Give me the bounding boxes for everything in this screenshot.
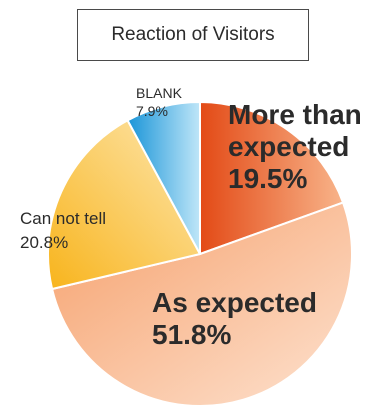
label-more-line1: More than xyxy=(228,99,362,130)
slice-blank xyxy=(126,100,201,255)
label-as-line1: As expected xyxy=(152,287,317,318)
label-blank-value: 7.9% xyxy=(136,103,168,119)
slice-as-expected xyxy=(50,201,353,408)
label-blank-line1: BLANK xyxy=(136,85,183,101)
label-as-value: 51.8% xyxy=(152,319,231,350)
chart-title: Reaction of Visitors xyxy=(77,9,309,61)
slice-more-than-expected xyxy=(199,100,345,256)
label-more-line2: expected xyxy=(228,131,349,162)
pie-slices xyxy=(47,100,353,408)
label-more-value: 19.5% xyxy=(228,163,307,194)
label-cannot-line1: Can not tell xyxy=(20,209,106,228)
slice-can-not-tell xyxy=(47,118,202,291)
label-cannot-value: 20.8% xyxy=(20,233,68,252)
